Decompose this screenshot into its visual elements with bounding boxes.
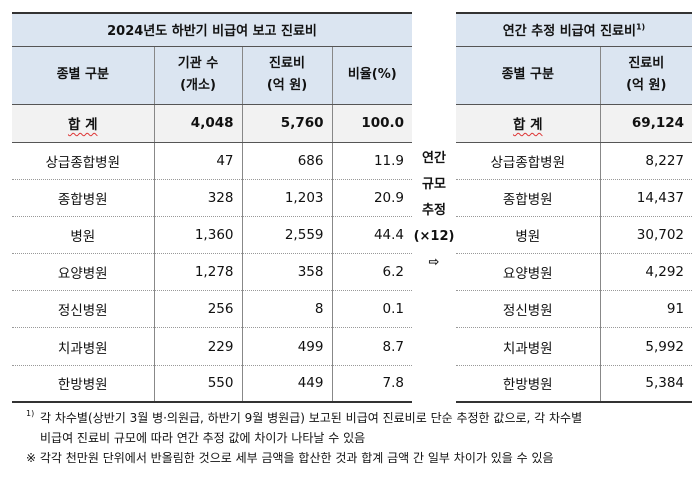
row-cost: 5,384 <box>599 365 693 404</box>
semiannual-table: 2024년도 하반기 비급여 보고 진료비 종별 구분 기관 수 (개소) 진료비… <box>12 12 413 404</box>
row-cost: 4,292 <box>599 253 693 292</box>
row-label: 병원 <box>456 216 600 255</box>
semiannual-table-caption: 2024년도 하반기 비급여 보고 진료비 <box>12 12 413 47</box>
total-cost: 5,760 <box>241 104 332 143</box>
header-category: 종별 구분 <box>12 46 154 105</box>
row-count: 47 <box>153 142 242 180</box>
row-label: 종합병원 <box>12 179 154 217</box>
row-cost: 91 <box>599 290 693 329</box>
row-ratio: 11.9 <box>331 142 413 180</box>
total-label: 합 계 <box>12 104 154 143</box>
table-row: 종합병원 14,437 <box>456 179 693 217</box>
total-ratio: 100.0 <box>331 104 413 143</box>
table-row: 상급종합병원 47 686 11.9 <box>12 142 413 180</box>
total-cost: 69,124 <box>599 104 693 143</box>
row-count: 1,278 <box>153 253 242 292</box>
footnote-1-line-2: 비급여 진료비 규모에 따라 연간 추정 값에 차이가 나타날 수 있음 <box>40 431 366 445</box>
table-row: 요양병원 4,292 <box>456 253 693 292</box>
row-cost: 499 <box>241 327 332 366</box>
table-row: 정신병원 91 <box>456 290 693 329</box>
row-cost: 686 <box>241 142 332 180</box>
row-cost: 358 <box>241 253 332 292</box>
middle-line: (×12) <box>413 229 455 244</box>
total-count: 4,048 <box>153 104 242 143</box>
table-row: 치과병원 229 499 8.7 <box>12 327 413 366</box>
table-row: 정신병원 256 8 0.1 <box>12 290 413 329</box>
row-count: 1,360 <box>153 216 242 255</box>
table-row: 상급종합병원 8,227 <box>456 142 693 180</box>
row-label: 요양병원 <box>12 253 154 292</box>
row-cost: 8 <box>241 290 332 329</box>
header-category: 종별 구분 <box>456 46 600 105</box>
row-ratio: 6.2 <box>331 253 413 292</box>
row-ratio: 7.8 <box>331 365 413 404</box>
arrow-right-icon: ⇨ <box>428 255 440 270</box>
row-label: 정신병원 <box>12 290 154 329</box>
row-label: 종합병원 <box>456 179 600 217</box>
annual-table-caption: 연간 추정 비급여 진료비1) <box>456 12 693 47</box>
middle-line: 추정 <box>422 203 446 218</box>
row-label: 치과병원 <box>456 327 600 366</box>
row-label: 병원 <box>12 216 154 255</box>
row-ratio: 20.9 <box>331 179 413 217</box>
footnote-1-line-1: 각 차수별(상반기 3월 병·의원급, 하반기 9월 병원급) 보고된 비급여 … <box>40 411 583 425</box>
row-count: 328 <box>153 179 242 217</box>
total-row: 합 계 69,124 <box>456 104 693 143</box>
row-cost: 30,702 <box>599 216 693 255</box>
annual-estimate-table: 연간 추정 비급여 진료비1) 종별 구분 진료비 (억 원) 합 계 69,12… <box>456 12 693 404</box>
header-ratio: 비율(%) <box>331 46 413 105</box>
table-row: 병원 1,360 2,559 44.4 <box>12 216 413 255</box>
row-label: 상급종합병원 <box>12 142 154 180</box>
row-cost: 449 <box>241 365 332 404</box>
total-row: 합 계 4,048 5,760 100.0 <box>12 104 413 143</box>
table-row: 한방병원 550 449 7.8 <box>12 365 413 404</box>
row-label: 요양병원 <box>456 253 600 292</box>
row-label: 치과병원 <box>12 327 154 366</box>
row-label: 정신병원 <box>456 290 600 329</box>
row-cost: 14,437 <box>599 179 693 217</box>
table-row: 종합병원 328 1,203 20.9 <box>12 179 413 217</box>
table-row: 한방병원 5,384 <box>456 365 693 404</box>
row-label: 한방병원 <box>456 365 600 404</box>
row-label: 상급종합병원 <box>456 142 600 180</box>
row-ratio: 8.7 <box>331 327 413 366</box>
row-cost: 5,992 <box>599 327 693 366</box>
footnote-marker: 1) <box>26 409 35 418</box>
row-ratio: 44.4 <box>331 216 413 255</box>
row-count: 229 <box>153 327 242 366</box>
annual-estimate-label: 연간 규모 추정 (×12) ⇨ <box>412 146 456 276</box>
header-institution-count: 기관 수 (개소) <box>153 46 242 105</box>
table-row: 병원 30,702 <box>456 216 693 255</box>
row-cost: 8,227 <box>599 142 693 180</box>
footnote-1: 1) 각 차수별(상반기 3월 병·의원급, 하반기 9월 병원급) 보고된 비… <box>26 408 696 448</box>
row-count: 550 <box>153 365 242 404</box>
middle-line: 연간 <box>422 151 446 166</box>
total-label: 합 계 <box>456 104 600 143</box>
header-cost: 진료비 (억 원) <box>241 46 332 105</box>
row-count: 256 <box>153 290 242 329</box>
row-ratio: 0.1 <box>331 290 413 329</box>
footnote-2: ※ 각각 천만원 단위에서 반올림한 것으로 세부 금액을 합산한 것과 합계 … <box>26 451 554 465</box>
table-row: 요양병원 1,278 358 6.2 <box>12 253 413 292</box>
row-cost: 2,559 <box>241 216 332 255</box>
table-row: 치과병원 5,992 <box>456 327 693 366</box>
row-cost: 1,203 <box>241 179 332 217</box>
middle-line: 규모 <box>422 177 446 192</box>
row-label: 한방병원 <box>12 365 154 404</box>
header-cost: 진료비 (억 원) <box>599 46 693 105</box>
footnotes: 1) 각 차수별(상반기 3월 병·의원급, 하반기 9월 병원급) 보고된 비… <box>26 408 696 468</box>
